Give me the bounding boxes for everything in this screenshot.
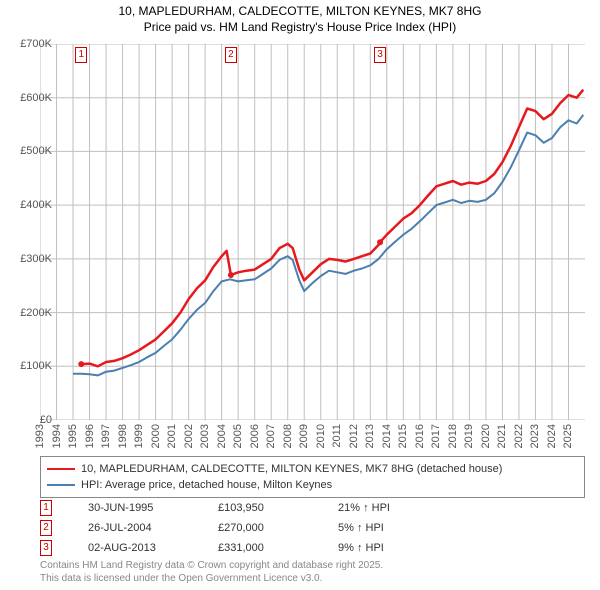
- x-axis-tick-label: 2023: [529, 424, 541, 448]
- sale-price: £103,950: [218, 502, 338, 514]
- y-axis-tick-label: £500K: [4, 145, 52, 157]
- sale-date: 26-JUL-2004: [88, 522, 218, 534]
- x-axis-tick-label: 1997: [100, 424, 112, 448]
- y-axis-tick-label: £600K: [4, 92, 52, 104]
- x-axis-tick-label: 1998: [117, 424, 129, 448]
- y-axis-tick-label: £400K: [4, 199, 52, 211]
- sale-price: £270,000: [218, 522, 338, 534]
- footer-line-1: Contains HM Land Registry data © Crown c…: [40, 560, 585, 573]
- x-axis-tick-label: 2004: [216, 424, 228, 448]
- sale-pct: 5% ↑ HPI: [338, 522, 458, 534]
- x-axis-tick-label: 1993: [34, 424, 46, 448]
- x-axis-tick-label: 2006: [249, 424, 261, 448]
- sales-table: 1 30-JUN-1995 £103,950 21% ↑ HPI 2 26-JU…: [40, 498, 585, 558]
- legend-label-hpi: HPI: Average price, detached house, Milt…: [81, 479, 332, 491]
- x-axis-tick-label: 2022: [513, 424, 525, 448]
- legend-label-property: 10, MAPLEDURHAM, CALDECOTTE, MILTON KEYN…: [81, 463, 502, 475]
- y-axis-tick-label: £200K: [4, 307, 52, 319]
- x-axis-tick-label: 2019: [463, 424, 475, 448]
- sale-marker-2: 2: [40, 520, 52, 536]
- sale-pct: 21% ↑ HPI: [338, 502, 458, 514]
- y-axis-tick-label: £700K: [4, 38, 52, 50]
- x-axis-tick-label: 1995: [67, 424, 79, 448]
- x-axis-tick-label: 2025: [562, 424, 574, 448]
- chart-title: 10, MAPLEDURHAM, CALDECOTTE, MILTON KEYN…: [0, 0, 600, 35]
- chart-sale-marker: 3: [374, 47, 386, 63]
- x-axis-tick-label: 2010: [315, 424, 327, 448]
- x-axis-tick-label: 2008: [282, 424, 294, 448]
- y-axis-tick-label: £100K: [4, 360, 52, 372]
- x-axis-tick-label: 2005: [232, 424, 244, 448]
- legend-swatch-hpi: [47, 484, 75, 486]
- x-axis-tick-label: 2011: [331, 424, 343, 448]
- x-axis-tick-label: 2017: [430, 424, 442, 448]
- x-axis-tick-label: 2021: [496, 424, 508, 448]
- x-axis-tick-label: 2000: [150, 424, 162, 448]
- table-row: 3 02-AUG-2013 £331,000 9% ↑ HPI: [40, 538, 585, 558]
- x-axis-tick-label: 2020: [480, 424, 492, 448]
- table-row: 2 26-JUL-2004 £270,000 5% ↑ HPI: [40, 518, 585, 538]
- x-axis-tick-label: 2014: [381, 424, 393, 448]
- x-axis-tick-label: 2012: [348, 424, 360, 448]
- x-axis-tick-label: 2003: [199, 424, 211, 448]
- x-axis-tick-label: 2001: [166, 424, 178, 448]
- x-axis-tick-label: 2024: [546, 424, 558, 448]
- sale-marker-3: 3: [40, 540, 52, 556]
- title-line-2: Price paid vs. HM Land Registry's House …: [0, 20, 600, 36]
- table-row: 1 30-JUN-1995 £103,950 21% ↑ HPI: [40, 498, 585, 518]
- x-axis-tick-label: 2015: [397, 424, 409, 448]
- x-axis-tick-label: 2007: [265, 424, 277, 448]
- sale-price: £331,000: [218, 542, 338, 554]
- x-axis-tick-label: 2009: [298, 424, 310, 448]
- legend: 10, MAPLEDURHAM, CALDECOTTE, MILTON KEYN…: [40, 456, 585, 498]
- footer-line-2: This data is licensed under the Open Gov…: [40, 573, 585, 586]
- x-axis-tick-label: 2013: [364, 424, 376, 448]
- title-line-1: 10, MAPLEDURHAM, CALDECOTTE, MILTON KEYN…: [0, 4, 600, 20]
- x-axis-tick-label: 2016: [414, 424, 426, 448]
- sale-marker-1: 1: [40, 500, 52, 516]
- legend-row-property: 10, MAPLEDURHAM, CALDECOTTE, MILTON KEYN…: [47, 461, 578, 477]
- legend-row-hpi: HPI: Average price, detached house, Milt…: [47, 477, 578, 493]
- x-axis-tick-label: 2002: [183, 424, 195, 448]
- chart-plot-area: [40, 44, 585, 420]
- sale-pct: 9% ↑ HPI: [338, 542, 458, 554]
- chart-sale-marker: 2: [225, 47, 237, 63]
- sale-date: 30-JUN-1995: [88, 502, 218, 514]
- footer-attribution: Contains HM Land Registry data © Crown c…: [40, 560, 585, 585]
- x-axis-tick-label: 2018: [447, 424, 459, 448]
- y-axis-tick-label: £300K: [4, 253, 52, 265]
- legend-swatch-property: [47, 468, 75, 470]
- x-axis-tick-label: 1996: [84, 424, 96, 448]
- sale-date: 02-AUG-2013: [88, 542, 218, 554]
- x-axis-tick-label: 1994: [51, 424, 63, 448]
- chart-sale-marker: 1: [75, 47, 87, 63]
- x-axis-tick-label: 1999: [133, 424, 145, 448]
- chart-svg: [40, 44, 585, 420]
